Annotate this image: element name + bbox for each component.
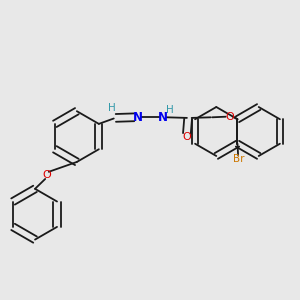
Text: O: O — [43, 170, 51, 180]
Text: N: N — [158, 111, 168, 124]
Text: O: O — [225, 112, 234, 122]
Text: Br: Br — [233, 154, 245, 164]
Text: N: N — [133, 111, 142, 124]
Text: O: O — [182, 132, 191, 142]
Text: H: H — [166, 105, 173, 115]
Text: H: H — [108, 103, 116, 113]
